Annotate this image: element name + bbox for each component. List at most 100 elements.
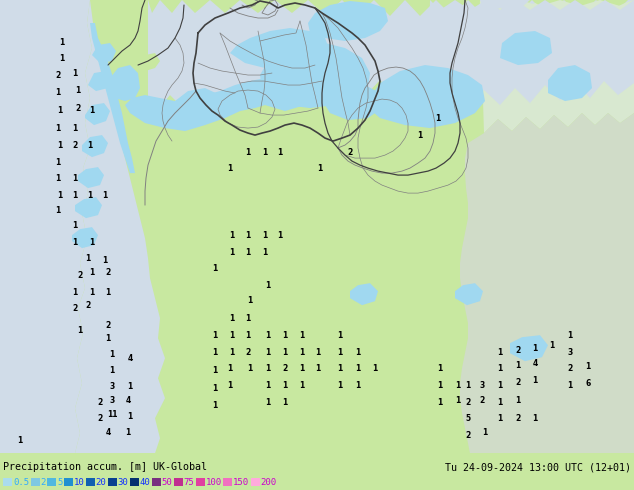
Text: 3: 3: [479, 381, 484, 390]
Text: 1: 1: [455, 396, 461, 405]
Text: 1: 1: [585, 362, 591, 371]
Text: 4: 4: [126, 396, 131, 405]
Text: 1: 1: [318, 164, 323, 172]
Polygon shape: [260, 43, 370, 108]
Text: 1: 1: [337, 331, 342, 340]
Polygon shape: [88, 71, 112, 91]
Bar: [250, 478, 259, 486]
Text: 1: 1: [57, 105, 63, 115]
Polygon shape: [75, 197, 102, 218]
Text: 30: 30: [117, 478, 128, 487]
Text: 40: 40: [139, 478, 150, 487]
Text: 1: 1: [102, 256, 108, 265]
Text: 2: 2: [245, 348, 250, 357]
Text: 11: 11: [107, 410, 117, 419]
Text: 2: 2: [77, 270, 82, 280]
Polygon shape: [75, 0, 165, 453]
Text: 1: 1: [567, 381, 573, 390]
Text: 1: 1: [337, 381, 342, 390]
Text: 1: 1: [72, 191, 77, 199]
Polygon shape: [480, 0, 634, 133]
Text: 1: 1: [72, 238, 77, 246]
Text: 1: 1: [72, 69, 77, 77]
Text: 2: 2: [75, 103, 81, 113]
Polygon shape: [85, 103, 110, 125]
Text: 1: 1: [72, 123, 77, 133]
Text: 1: 1: [266, 381, 271, 390]
Bar: [30, 478, 39, 486]
Polygon shape: [455, 283, 483, 305]
Text: 0.5: 0.5: [13, 478, 29, 487]
Bar: [63, 478, 72, 486]
Text: 1: 1: [60, 53, 65, 63]
Text: 1: 1: [228, 381, 233, 390]
Text: 1: 1: [356, 381, 361, 390]
Text: 1: 1: [299, 381, 304, 390]
Text: 1: 1: [72, 220, 77, 230]
Text: 2: 2: [98, 398, 103, 407]
Text: 1: 1: [436, 114, 441, 122]
Text: 6: 6: [585, 379, 591, 388]
Text: 4: 4: [533, 359, 538, 368]
Polygon shape: [325, 85, 382, 120]
Text: 1: 1: [299, 364, 304, 373]
Polygon shape: [460, 113, 634, 453]
Text: 1: 1: [262, 147, 268, 157]
Polygon shape: [500, 31, 552, 65]
Text: 1: 1: [228, 164, 233, 172]
Polygon shape: [510, 335, 548, 361]
Text: 4: 4: [105, 428, 110, 437]
Text: 1: 1: [72, 173, 77, 183]
Polygon shape: [78, 167, 104, 188]
Text: 75: 75: [183, 478, 194, 487]
Text: 1: 1: [372, 364, 378, 373]
Text: 1: 1: [55, 173, 61, 183]
Text: 1: 1: [75, 86, 81, 95]
Text: 2: 2: [105, 320, 110, 330]
Text: 1: 1: [89, 238, 94, 246]
Text: 1: 1: [17, 436, 23, 445]
Text: 1: 1: [105, 288, 110, 296]
Text: 1: 1: [266, 281, 271, 290]
Text: 1: 1: [55, 206, 61, 215]
Text: 5: 5: [465, 414, 470, 423]
Text: 1: 1: [230, 314, 235, 323]
Text: 1: 1: [266, 364, 271, 373]
Polygon shape: [82, 135, 108, 157]
Text: 1: 1: [498, 381, 503, 390]
Text: 2: 2: [98, 414, 103, 423]
Text: 3: 3: [110, 382, 115, 391]
Text: 1: 1: [110, 366, 115, 375]
Text: 2: 2: [55, 71, 61, 79]
Polygon shape: [428, 0, 634, 110]
Text: 1: 1: [247, 295, 252, 305]
Polygon shape: [193, 48, 370, 85]
Bar: [174, 478, 183, 486]
Text: 1: 1: [315, 364, 321, 373]
Bar: [223, 478, 232, 486]
Text: 2: 2: [282, 364, 288, 373]
Text: 1: 1: [55, 158, 61, 167]
Text: 1: 1: [498, 364, 503, 373]
Text: 1: 1: [72, 288, 77, 296]
Text: 1: 1: [102, 191, 108, 199]
Text: 4: 4: [127, 354, 133, 363]
Text: 1: 1: [437, 398, 443, 407]
Text: 1: 1: [437, 364, 443, 373]
Bar: [152, 478, 160, 486]
Bar: [86, 478, 94, 486]
Text: 2: 2: [515, 414, 521, 423]
Text: 1: 1: [87, 191, 93, 199]
Text: 2: 2: [105, 268, 110, 277]
Text: 1: 1: [455, 381, 461, 390]
Text: Tu 24-09-2024 13:00 UTC (12+01): Tu 24-09-2024 13:00 UTC (12+01): [445, 462, 631, 472]
Text: 1: 1: [262, 231, 268, 240]
Text: 2: 2: [72, 141, 77, 149]
Polygon shape: [90, 23, 135, 173]
Text: 1: 1: [417, 130, 423, 140]
Text: 1: 1: [356, 364, 361, 373]
Text: 1: 1: [266, 331, 271, 340]
Text: Precipitation accum. [m] UK-Global: Precipitation accum. [m] UK-Global: [3, 462, 207, 472]
Text: 10: 10: [74, 478, 84, 487]
Polygon shape: [92, 43, 116, 63]
